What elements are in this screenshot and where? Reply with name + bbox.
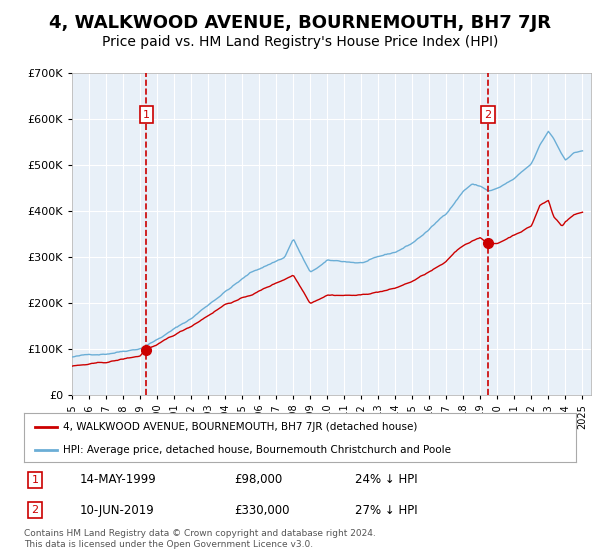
Text: 14-MAY-1999: 14-MAY-1999 xyxy=(79,473,156,487)
Text: 24% ↓ HPI: 24% ↓ HPI xyxy=(355,473,418,487)
Text: 1: 1 xyxy=(32,475,38,485)
Text: 2: 2 xyxy=(31,505,38,515)
Text: 4, WALKWOOD AVENUE, BOURNEMOUTH, BH7 7JR: 4, WALKWOOD AVENUE, BOURNEMOUTH, BH7 7JR xyxy=(49,14,551,32)
Text: 2: 2 xyxy=(484,110,491,120)
Text: £98,000: £98,000 xyxy=(234,473,282,487)
Text: 1: 1 xyxy=(143,110,150,120)
Text: HPI: Average price, detached house, Bournemouth Christchurch and Poole: HPI: Average price, detached house, Bour… xyxy=(62,445,451,455)
Text: £330,000: £330,000 xyxy=(234,503,289,517)
Text: Contains HM Land Registry data © Crown copyright and database right 2024.
This d: Contains HM Land Registry data © Crown c… xyxy=(24,529,376,549)
Text: 4, WALKWOOD AVENUE, BOURNEMOUTH, BH7 7JR (detached house): 4, WALKWOOD AVENUE, BOURNEMOUTH, BH7 7JR… xyxy=(62,422,417,432)
Text: 10-JUN-2019: 10-JUN-2019 xyxy=(79,503,154,517)
Text: 27% ↓ HPI: 27% ↓ HPI xyxy=(355,503,418,517)
Text: Price paid vs. HM Land Registry's House Price Index (HPI): Price paid vs. HM Land Registry's House … xyxy=(102,35,498,49)
